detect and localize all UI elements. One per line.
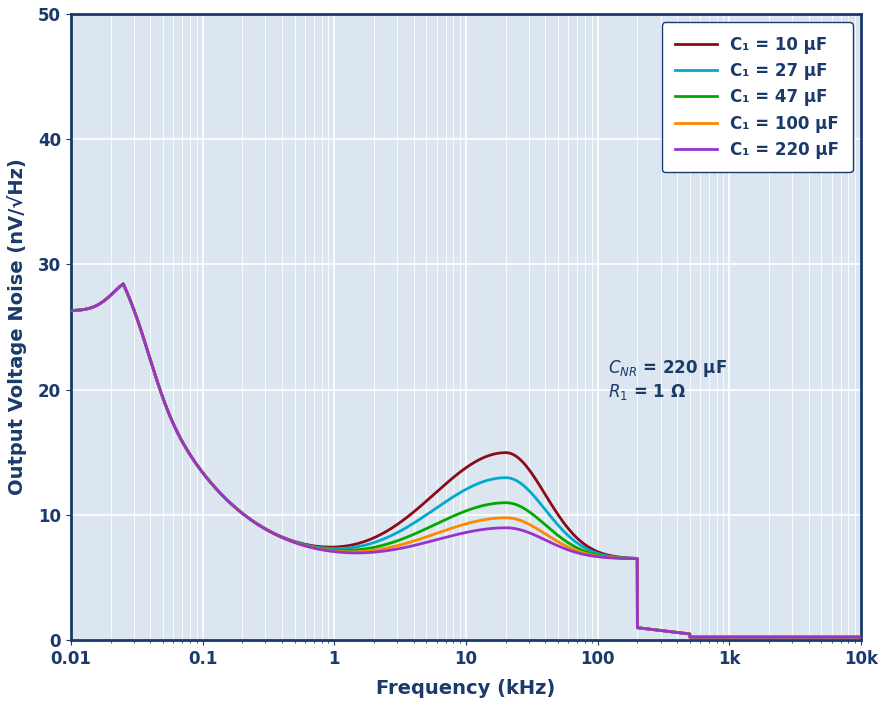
Text: $C_{NR}$ = 220 μF
$R_1$ = 1 Ω: $C_{NR}$ = 220 μF $R_1$ = 1 Ω	[608, 358, 727, 403]
Y-axis label: Output Voltage Noise (nV/√Hz): Output Voltage Noise (nV/√Hz)	[7, 159, 27, 496]
Legend: C₁ = 10 μF, C₁ = 27 μF, C₁ = 47 μF, C₁ = 100 μF, C₁ = 220 μF: C₁ = 10 μF, C₁ = 27 μF, C₁ = 47 μF, C₁ =…	[662, 23, 853, 172]
X-axis label: Frequency (kHz): Frequency (kHz)	[376, 679, 556, 698]
